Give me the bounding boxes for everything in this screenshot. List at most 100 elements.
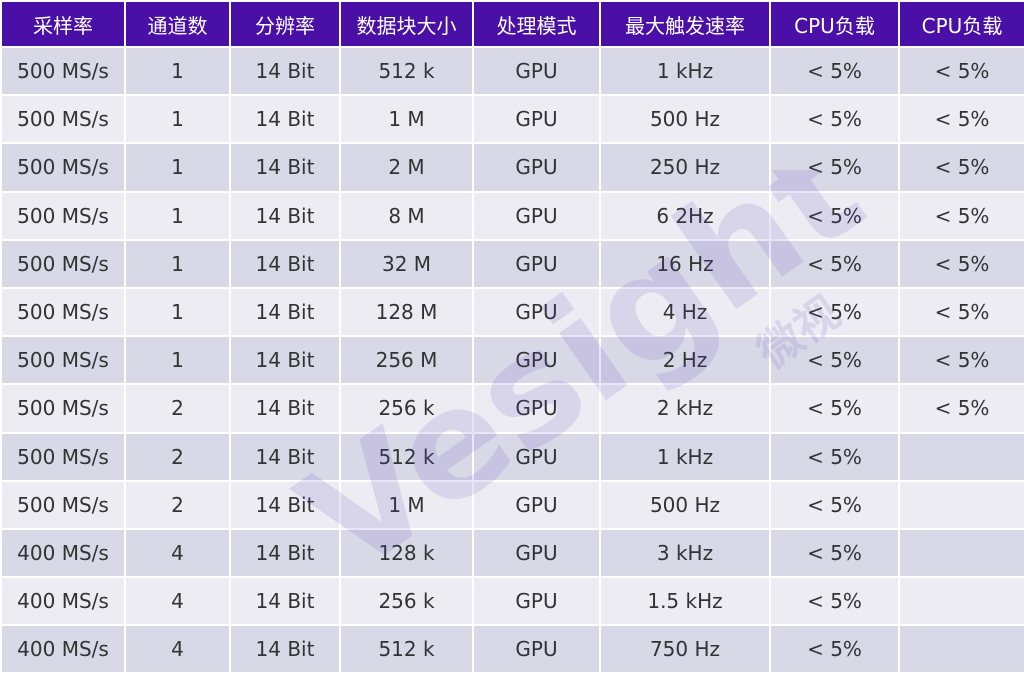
- cell-sample-rate: 500 MS/s: [2, 144, 124, 191]
- cell-processing-mode: GPU: [474, 529, 599, 577]
- cell-cpu-load-1: < 5%: [771, 48, 898, 95]
- cell-resolution: 14 Bit: [231, 240, 339, 287]
- cell-channels: 1: [126, 192, 229, 239]
- table-row: 500 MS/s 1 14 Bit 8 M GPU 6 2Hz < 5% < 5%: [2, 192, 1024, 239]
- cell-processing-mode: GPU: [474, 578, 599, 625]
- cell-resolution: 14 Bit: [231, 192, 339, 239]
- cell-cpu-load-2: < 5%: [900, 48, 1024, 95]
- cell-cpu-load-1: < 5%: [771, 337, 898, 384]
- cell-processing-mode: GPU: [474, 144, 599, 191]
- cell-sample-rate: 500 MS/s: [2, 433, 124, 480]
- cell-block-size: 32 M: [341, 240, 472, 287]
- header-processing-mode: 处理模式: [474, 2, 599, 46]
- table-row: 400 MS/s 4 14 Bit 256 k GPU 1.5 kHz < 5%: [2, 578, 1024, 625]
- cell-max-trigger-rate: 500 Hz: [601, 96, 769, 143]
- table-row: 500 MS/s 1 14 Bit 2 M GPU 250 Hz < 5% < 5%: [2, 144, 1024, 191]
- cell-cpu-load-1: < 5%: [771, 144, 898, 191]
- cell-channels: 1: [126, 337, 229, 384]
- table-row: 500 MS/s 1 14 Bit 512 k GPU 1 kHz < 5% < 5%: [2, 48, 1024, 95]
- header-cpu-load-2: CPU负载: [900, 2, 1024, 46]
- cell-processing-mode: GPU: [474, 192, 599, 239]
- cell-processing-mode: GPU: [474, 433, 599, 480]
- cell-block-size: 256 k: [341, 578, 472, 625]
- cell-channels: 2: [126, 385, 229, 432]
- cell-block-size: 512 k: [341, 433, 472, 480]
- cell-channels: 1: [126, 48, 229, 95]
- cell-max-trigger-rate: 4 Hz: [601, 288, 769, 336]
- table-row: 500 MS/s 2 14 Bit 1 M GPU 500 Hz < 5%: [2, 481, 1024, 528]
- cell-channels: 1: [126, 96, 229, 143]
- cell-cpu-load-1: < 5%: [771, 192, 898, 239]
- cell-block-size: 512 k: [341, 48, 472, 95]
- cell-resolution: 14 Bit: [231, 144, 339, 191]
- cell-resolution: 14 Bit: [231, 578, 339, 625]
- cell-cpu-load-2: < 5%: [900, 96, 1024, 143]
- cell-sample-rate: 400 MS/s: [2, 578, 124, 625]
- cell-cpu-load-2: [900, 481, 1024, 528]
- cell-resolution: 14 Bit: [231, 433, 339, 480]
- cell-cpu-load-2: < 5%: [900, 337, 1024, 384]
- cell-cpu-load-2: [900, 578, 1024, 625]
- cell-processing-mode: GPU: [474, 288, 599, 336]
- table-row: 500 MS/s 1 14 Bit 128 M GPU 4 Hz < 5% < 5%: [2, 288, 1024, 336]
- cell-sample-rate: 500 MS/s: [2, 240, 124, 287]
- header-sample-rate: 采样率: [2, 2, 124, 46]
- cell-channels: 1: [126, 288, 229, 336]
- cell-cpu-load-1: < 5%: [771, 626, 898, 673]
- cell-block-size: 256 k: [341, 385, 472, 432]
- cell-max-trigger-rate: 250 Hz: [601, 144, 769, 191]
- cell-max-trigger-rate: 1.5 kHz: [601, 578, 769, 625]
- cell-block-size: 8 M: [341, 192, 472, 239]
- table-row: 500 MS/s 1 14 Bit 256 M GPU 2 Hz < 5% < 5%: [2, 337, 1024, 384]
- cell-max-trigger-rate: 6 2Hz: [601, 192, 769, 239]
- cell-resolution: 14 Bit: [231, 481, 339, 528]
- cell-sample-rate: 400 MS/s: [2, 529, 124, 577]
- cell-resolution: 14 Bit: [231, 529, 339, 577]
- cell-channels: 4: [126, 578, 229, 625]
- cell-cpu-load-1: < 5%: [771, 240, 898, 287]
- cell-resolution: 14 Bit: [231, 288, 339, 336]
- cell-processing-mode: GPU: [474, 481, 599, 528]
- table-row: 400 MS/s 4 14 Bit 128 k GPU 3 kHz < 5%: [2, 529, 1024, 577]
- cell-processing-mode: GPU: [474, 96, 599, 143]
- cell-cpu-load-2: [900, 529, 1024, 577]
- cell-max-trigger-rate: 1 kHz: [601, 48, 769, 95]
- header-channels: 通道数: [126, 2, 229, 46]
- cell-cpu-load-1: < 5%: [771, 578, 898, 625]
- cell-block-size: 1 M: [341, 96, 472, 143]
- table-row: 500 MS/s 2 14 Bit 256 k GPU 2 kHz < 5% < 5%: [2, 385, 1024, 432]
- cell-processing-mode: GPU: [474, 385, 599, 432]
- cell-sample-rate: 500 MS/s: [2, 192, 124, 239]
- cell-max-trigger-rate: 500 Hz: [601, 481, 769, 528]
- cell-cpu-load-2: < 5%: [900, 192, 1024, 239]
- cell-max-trigger-rate: 2 kHz: [601, 385, 769, 432]
- cell-channels: 2: [126, 481, 229, 528]
- cell-sample-rate: 500 MS/s: [2, 337, 124, 384]
- cell-cpu-load-1: < 5%: [771, 481, 898, 528]
- cell-channels: 1: [126, 144, 229, 191]
- cell-channels: 4: [126, 529, 229, 577]
- cell-cpu-load-2: [900, 433, 1024, 480]
- cell-cpu-load-2: < 5%: [900, 144, 1024, 191]
- cell-resolution: 14 Bit: [231, 48, 339, 95]
- cell-cpu-load-2: [900, 626, 1024, 673]
- header-block-size: 数据块大小: [341, 2, 472, 46]
- cell-max-trigger-rate: 750 Hz: [601, 626, 769, 673]
- cell-cpu-load-1: < 5%: [771, 96, 898, 143]
- cell-max-trigger-rate: 1 kHz: [601, 433, 769, 480]
- table-row: 500 MS/s 2 14 Bit 512 k GPU 1 kHz < 5%: [2, 433, 1024, 480]
- table-row: 400 MS/s 4 14 Bit 512 k GPU 750 Hz < 5%: [2, 626, 1024, 673]
- cell-sample-rate: 400 MS/s: [2, 626, 124, 673]
- cell-block-size: 1 M: [341, 481, 472, 528]
- cell-cpu-load-2: < 5%: [900, 240, 1024, 287]
- table-row: 500 MS/s 1 14 Bit 32 M GPU 16 Hz < 5% < 5%: [2, 240, 1024, 287]
- cell-cpu-load-2: < 5%: [900, 385, 1024, 432]
- cell-sample-rate: 500 MS/s: [2, 481, 124, 528]
- cell-sample-rate: 500 MS/s: [2, 48, 124, 95]
- cell-resolution: 14 Bit: [231, 626, 339, 673]
- cell-resolution: 14 Bit: [231, 337, 339, 384]
- header-max-trigger-rate: 最大触发速率: [601, 2, 769, 46]
- cell-sample-rate: 500 MS/s: [2, 385, 124, 432]
